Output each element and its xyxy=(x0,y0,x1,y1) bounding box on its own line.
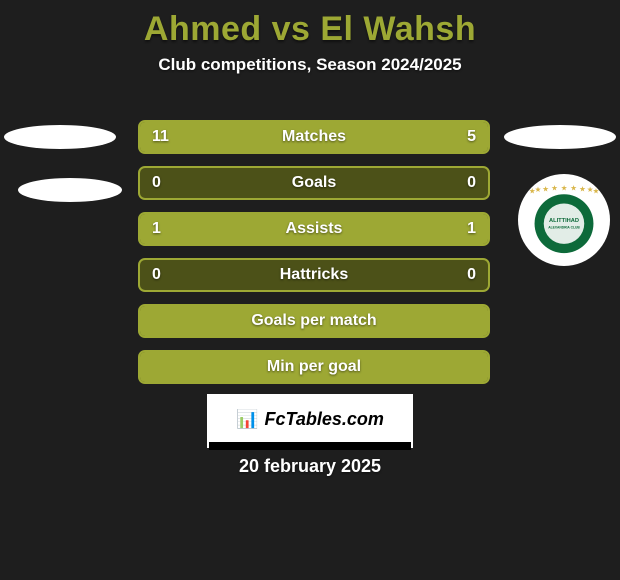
stat-value-right: 5 xyxy=(467,128,476,146)
stat-value-right: 0 xyxy=(467,266,476,284)
club-badge-svg: ★★★★★★★★★ ALITTIHAD ALEXANDRIA CLUB xyxy=(518,174,610,266)
left-player-ellipse-2 xyxy=(18,178,122,202)
brand-inner: 📊 FcTables.com xyxy=(209,396,411,450)
svg-text:★: ★ xyxy=(579,184,586,193)
stat-row-goals-per-match: Goals per match xyxy=(138,304,490,338)
svg-text:★: ★ xyxy=(570,184,577,193)
brand-bottom-strip xyxy=(209,442,411,450)
svg-text:★: ★ xyxy=(542,184,549,193)
stat-label: Goals xyxy=(140,174,488,192)
brand-logo-icon: 📊 xyxy=(236,409,258,430)
stat-value-right: 0 xyxy=(467,174,476,192)
stat-value-right: 1 xyxy=(467,220,476,238)
brand-top: 📊 FcTables.com xyxy=(209,396,411,442)
svg-text:★: ★ xyxy=(561,184,568,193)
comparison-card: Ahmed vs El Wahsh Club competitions, Sea… xyxy=(0,0,620,580)
stat-value-left: 11 xyxy=(152,128,169,146)
subtitle: Club competitions, Season 2024/2025 xyxy=(0,55,620,75)
stat-label: Min per goal xyxy=(140,358,488,376)
stat-value-left: 0 xyxy=(152,266,161,284)
svg-text:ALEXANDRIA CLUB: ALEXANDRIA CLUB xyxy=(548,225,580,229)
svg-text:★: ★ xyxy=(551,184,558,193)
right-player-ellipse-1 xyxy=(504,125,616,149)
stat-row-hattricks: Hattricks0 0 xyxy=(138,258,490,292)
stat-label: Matches xyxy=(140,128,488,146)
stat-label: Hattricks xyxy=(140,266,488,284)
right-club-badge: ★★★★★★★★★ ALITTIHAD ALEXANDRIA CLUB xyxy=(518,174,610,266)
stat-row-matches: Matches11 5 xyxy=(138,120,490,154)
date-text: 20 february 2025 xyxy=(0,456,620,477)
stat-bars: Matches115Goals00Assists11Hattricks00Goa… xyxy=(138,120,490,396)
stat-row-assists: Assists1 1 xyxy=(138,212,490,246)
stat-row-min-per-goal: Min per goal xyxy=(138,350,490,384)
svg-text:ALITTIHAD: ALITTIHAD xyxy=(549,218,579,224)
brand-text: FcTables.com xyxy=(265,409,384,430)
stat-value-left: 0 xyxy=(152,174,161,192)
stat-row-goals: Goals0 0 xyxy=(138,166,490,200)
brand-box[interactable]: 📊 FcTables.com xyxy=(207,394,413,448)
stat-label: Assists xyxy=(140,220,488,238)
left-player-ellipse-1 xyxy=(4,125,116,149)
stat-value-left: 1 xyxy=(152,220,161,238)
stat-label: Goals per match xyxy=(140,312,488,330)
page-title: Ahmed vs El Wahsh xyxy=(0,6,620,55)
svg-text:★: ★ xyxy=(535,185,542,194)
